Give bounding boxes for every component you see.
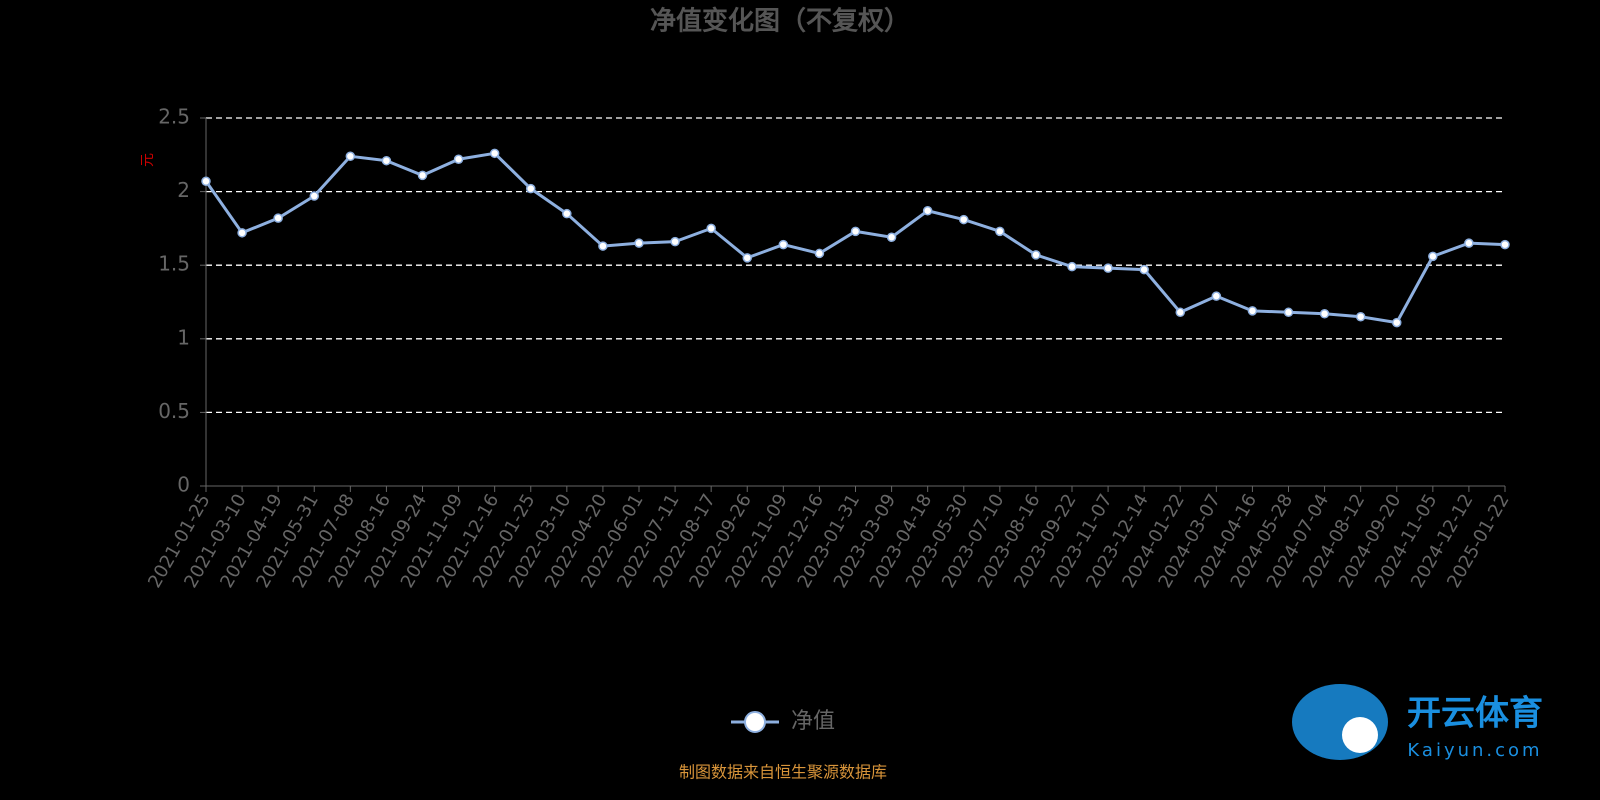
point	[1392, 317, 1402, 328]
point	[453, 154, 464, 164]
series-line	[204, 151, 1506, 325]
point	[742, 253, 752, 263]
point	[309, 191, 319, 201]
watermark: 开云体育 Kaiyun.com	[1292, 684, 1543, 761]
point	[995, 226, 1005, 237]
point	[1067, 261, 1077, 272]
point	[1103, 263, 1113, 273]
point	[526, 183, 536, 194]
point	[1247, 306, 1258, 316]
point	[886, 232, 897, 242]
watermark-ball	[1342, 717, 1378, 753]
point	[417, 170, 428, 181]
y-tick-label: 0	[177, 473, 190, 497]
y-axis-label: 元	[140, 153, 156, 167]
y-tick-label: 0.5	[158, 399, 190, 423]
point	[1211, 291, 1222, 301]
point	[670, 236, 680, 247]
source-note: 制图数据来自恒生聚源数据库	[679, 763, 887, 782]
watermark-logo	[1292, 684, 1388, 760]
point	[1031, 250, 1041, 260]
point	[1428, 251, 1438, 262]
y-tick-label: 1.5	[158, 252, 190, 276]
chart-title: 净值变化图（不复权）	[650, 6, 910, 37]
point	[634, 238, 644, 248]
point	[959, 214, 969, 225]
point	[201, 176, 211, 187]
point	[381, 155, 392, 166]
point	[1139, 264, 1149, 275]
y-tick-label: 1	[177, 325, 190, 349]
watermark-site: Kaiyun.com	[1407, 740, 1542, 761]
y-tick-label: 2.5	[158, 105, 190, 129]
point	[1175, 307, 1185, 318]
point	[1464, 238, 1474, 248]
point	[562, 208, 572, 219]
point	[922, 205, 933, 216]
legend-marker	[744, 711, 766, 733]
point	[1500, 239, 1510, 250]
watermark-name: 开云体育	[1407, 694, 1543, 734]
point	[345, 151, 356, 162]
legend-label: 净值	[791, 709, 835, 734]
point	[1319, 309, 1330, 319]
point	[1355, 311, 1366, 322]
point	[273, 213, 283, 223]
point	[598, 241, 608, 251]
point	[1283, 307, 1294, 318]
point	[489, 148, 500, 159]
y-tick-label: 2	[177, 178, 190, 202]
point	[778, 239, 789, 250]
point	[814, 248, 825, 259]
point	[850, 226, 861, 237]
point	[237, 228, 247, 238]
point	[706, 223, 716, 234]
